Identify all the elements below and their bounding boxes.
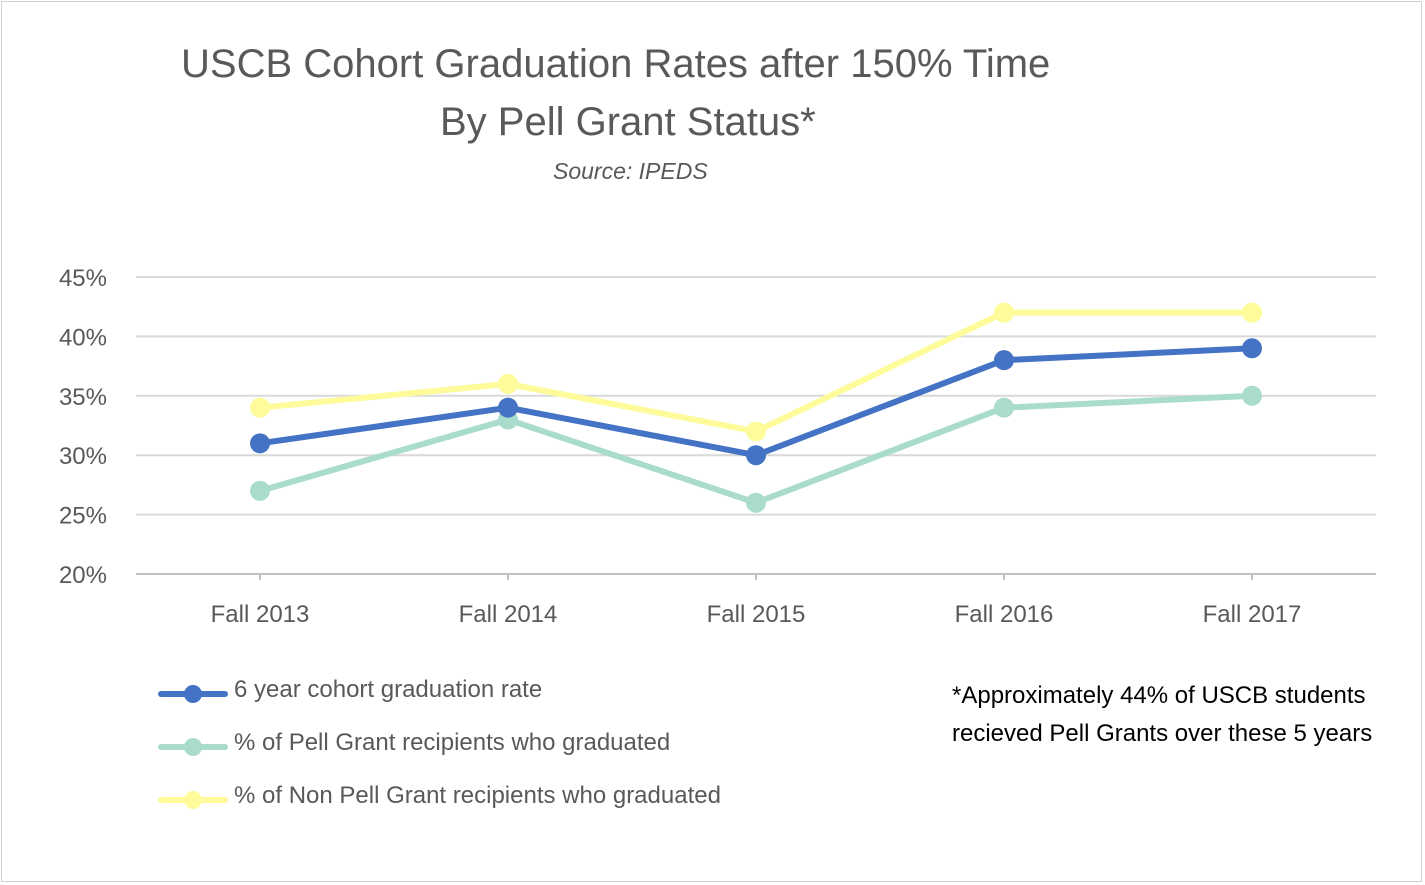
data-point-series-1 <box>1242 338 1262 359</box>
x-tick-label: Fall 2014 <box>459 601 558 628</box>
legend-swatch-icon <box>158 685 228 703</box>
data-point-series-1 <box>994 350 1014 371</box>
data-point-series-3 <box>746 421 766 442</box>
chart-title-line-1: USCB Cohort Graduation Rates after 150% … <box>181 42 1051 86</box>
legend-swatch-marker <box>184 791 202 809</box>
legend-swatch-marker <box>184 738 202 756</box>
data-point-series-2 <box>746 492 766 513</box>
data-point-series-1 <box>498 397 518 418</box>
x-tick-label: Fall 2017 <box>1203 601 1302 628</box>
data-point-series-3 <box>994 302 1014 323</box>
x-tick-label: Fall 2013 <box>211 601 310 628</box>
y-tick-label: 45% <box>59 265 107 292</box>
chart-title-line-2: By Pell Grant Status* <box>440 100 816 144</box>
chart-subtitle: Source: IPEDS <box>553 158 708 184</box>
legend-swatch-icon <box>158 791 228 809</box>
y-tick-label: 35% <box>59 384 107 411</box>
legend-label: % of Non Pell Grant recipients who gradu… <box>234 782 721 809</box>
y-tick-label: 20% <box>59 562 107 589</box>
y-tick-label: 40% <box>59 324 107 351</box>
data-point-series-2 <box>1242 385 1262 406</box>
x-tick-label: Fall 2015 <box>707 601 806 628</box>
data-point-series-3 <box>1242 302 1262 323</box>
y-tick-label: 25% <box>59 503 107 530</box>
legend-label: 6 year cohort graduation rate <box>234 676 543 703</box>
chart-footnote: *Approximately 44% of USCB students reci… <box>952 682 1373 747</box>
x-tick-label: Fall 2016 <box>955 601 1054 628</box>
y-tick-label: 30% <box>59 443 107 470</box>
legend-label: % of Pell Grant recipients who graduated <box>234 729 671 756</box>
data-point-series-1 <box>746 445 766 466</box>
series-line-3 <box>257 309 1255 435</box>
data-point-series-1 <box>250 433 270 454</box>
data-point-series-2 <box>994 397 1014 418</box>
legend-swatch-marker <box>184 685 202 703</box>
data-point-series-2 <box>250 480 270 501</box>
data-point-series-3 <box>498 373 518 394</box>
data-point-series-3 <box>250 397 270 418</box>
legend-swatch-icon <box>158 738 228 756</box>
